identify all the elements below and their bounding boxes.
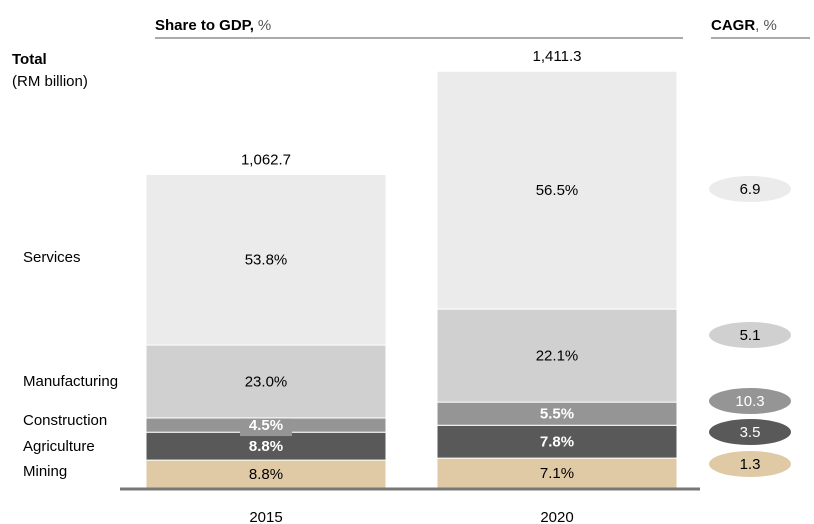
cagr-marker [709,388,791,414]
cagr-label: 1.3 [740,456,761,473]
cagr-unit: , % [755,17,777,34]
value-label: 22.1% [536,348,579,365]
total-unit: (RM billion) [12,73,88,90]
cagr-label: 3.5 [740,424,761,441]
cagr-label: 5.1 [740,327,761,344]
series-label: Manufacturing [23,373,118,390]
x-tick-label: 2020 [540,509,573,524]
cagr-marker [709,322,791,348]
share-unit: % [258,17,271,34]
share-title: Share to GDP, [155,17,254,34]
cagr-title: CAGR [711,17,755,34]
value-label: 8.8% [249,438,283,455]
series-label: Services [23,249,81,266]
series-label: Construction [23,412,107,429]
bar-segment [436,70,678,310]
bar-segment [436,457,678,489]
bar-segment [436,308,678,403]
total-value-label: 1,411.3 [533,48,582,65]
x-tick-label: 2015 [249,509,282,524]
series-label: Agriculture [23,438,95,455]
total-label: Total [12,51,47,68]
cagr-marker [709,419,791,445]
bar-segment [145,459,387,489]
value-label: 53.8% [245,252,288,269]
value-label: 5.5% [540,406,574,423]
bar-segment [145,173,387,346]
total-value-label: 1,062.7 [241,151,291,168]
value-label: 56.5% [536,182,579,199]
series-label: Mining [23,463,67,480]
bar-segment [436,424,678,459]
value-label: 4.5% [249,417,283,434]
cagr-label: 10.3 [735,393,764,410]
value-label: 8.8% [249,466,283,483]
cagr-marker [709,451,791,477]
label-box [240,416,292,437]
bar-segment [145,344,387,419]
cagr-label: 6.9 [740,181,761,198]
cagr-marker [709,176,791,202]
value-label: 23.0% [245,373,288,390]
value-label: 7.8% [540,434,574,451]
value-label: 7.1% [540,465,574,482]
